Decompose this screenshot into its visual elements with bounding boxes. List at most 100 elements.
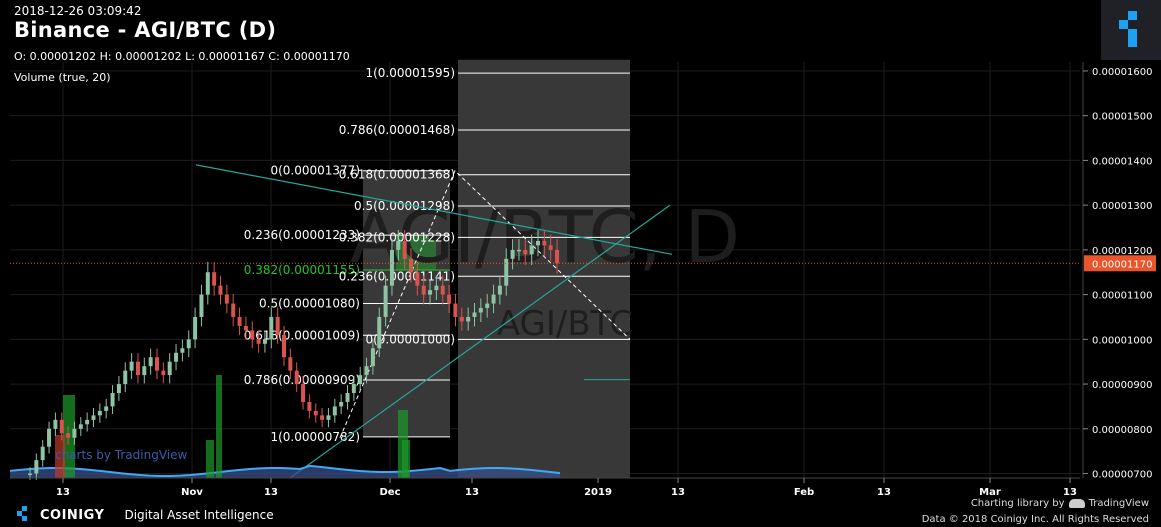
volume-bar bbox=[216, 375, 222, 478]
current-price-badge bbox=[1084, 255, 1156, 272]
volume-indicator-label[interactable]: Volume (true, 20) bbox=[14, 71, 111, 84]
candle-body bbox=[497, 285, 502, 295]
fib-level-label: 0.618(0.00001368) bbox=[339, 168, 455, 182]
candle-body bbox=[320, 415, 325, 420]
x-axis-label: Dec bbox=[379, 487, 400, 498]
candle-body bbox=[116, 384, 121, 394]
candle-body bbox=[516, 249, 521, 252]
candle-body bbox=[510, 249, 515, 259]
fib-level-label: 0.618(0.00001009) bbox=[244, 328, 360, 342]
candle-body bbox=[555, 249, 560, 264]
candle-body bbox=[186, 339, 191, 349]
x-axis-label: 13 bbox=[671, 487, 685, 498]
candle-body bbox=[466, 316, 471, 322]
candle-body bbox=[459, 316, 464, 322]
candle-body bbox=[224, 294, 229, 304]
candle-body bbox=[135, 361, 140, 376]
candle-body bbox=[269, 316, 274, 340]
candle-body bbox=[91, 415, 96, 420]
candle-body bbox=[110, 393, 115, 407]
candle-body bbox=[288, 357, 293, 371]
candle-body bbox=[250, 330, 255, 340]
candle-body bbox=[282, 334, 286, 358]
charting-credit: Charting library by TradingView bbox=[971, 498, 1149, 509]
candle-body bbox=[123, 370, 128, 385]
candle-body bbox=[434, 285, 439, 291]
candle-body bbox=[237, 316, 242, 326]
y-axis-label: 0.00001400 bbox=[1092, 156, 1152, 167]
candle-body bbox=[231, 303, 236, 317]
fib-level-label: 0(0.00001000) bbox=[365, 332, 455, 346]
candle-body bbox=[485, 303, 490, 309]
candle-body bbox=[129, 361, 134, 371]
fib-projection-dashed bbox=[339, 169, 631, 438]
candle-body bbox=[47, 428, 52, 447]
candle-body bbox=[415, 272, 420, 286]
tradingview-cloud-icon bbox=[1068, 499, 1085, 508]
candle-body bbox=[428, 290, 433, 295]
candle-body bbox=[85, 419, 90, 425]
coinigy-logo-icon[interactable] bbox=[1101, 0, 1161, 60]
x-axis-label: 13 bbox=[465, 487, 479, 498]
candle-body bbox=[174, 352, 179, 362]
x-axis-label: 13 bbox=[877, 487, 891, 498]
candle-body bbox=[40, 446, 45, 461]
y-axis-label: 0.00000700 bbox=[1092, 470, 1152, 481]
fib-level-label: 1(0.00001595) bbox=[365, 66, 455, 80]
candle-body bbox=[383, 285, 388, 317]
candle-body bbox=[440, 285, 445, 295]
candle-body bbox=[421, 285, 426, 295]
coinigy-tagline: Digital Asset Intelligence bbox=[124, 508, 274, 522]
candle-body bbox=[326, 415, 331, 420]
candle-body bbox=[218, 285, 223, 295]
x-axis-label: 2019 bbox=[584, 487, 612, 498]
candle-body bbox=[161, 370, 166, 376]
candle-body bbox=[351, 384, 356, 394]
y-axis-label: 0.00001300 bbox=[1092, 201, 1152, 212]
candle-body bbox=[294, 370, 299, 385]
candle-body bbox=[402, 240, 407, 259]
tradingview-watermark: charts by TradingView bbox=[55, 448, 187, 462]
candle-body bbox=[193, 316, 198, 340]
watermark-pair: AGI/BTC bbox=[497, 304, 633, 344]
fib-level-label: 0.786(0.00001468) bbox=[339, 123, 455, 137]
fib-level-label: 0.5(0.00001298) bbox=[354, 199, 455, 213]
candle-body bbox=[377, 316, 382, 349]
volume-ma-line bbox=[9, 464, 561, 477]
candle-body bbox=[491, 294, 496, 304]
candle-body bbox=[542, 240, 547, 246]
candle-body bbox=[472, 312, 477, 317]
fib-level-label: 0.382(0.00001155) bbox=[244, 263, 360, 277]
candle-body bbox=[78, 424, 83, 429]
fib-level-label: 0.236(0.00001141) bbox=[339, 269, 455, 283]
y-axis-label: 0.00001500 bbox=[1092, 112, 1152, 123]
x-axis-label: 13 bbox=[264, 487, 278, 498]
candle-body bbox=[447, 294, 452, 304]
candle-body bbox=[104, 406, 109, 411]
ohlc-readout: O: 0.00001202 H: 0.00001202 L: 0.0000116… bbox=[14, 50, 350, 63]
footer-brand: COINIGY Digital Asset Intelligence bbox=[14, 505, 274, 525]
y-axis-label: 0.00000900 bbox=[1092, 380, 1152, 391]
y-axis-label: 0.00001200 bbox=[1092, 246, 1152, 257]
candle-body bbox=[389, 249, 394, 286]
candle-body bbox=[59, 419, 64, 434]
fib-level-label: 1(0.00000782) bbox=[270, 430, 360, 444]
candle-body bbox=[529, 245, 534, 255]
candle-body bbox=[301, 384, 306, 402]
y-axis-label: 0.00001000 bbox=[1092, 335, 1152, 346]
candle-body bbox=[358, 375, 363, 385]
candle-body bbox=[148, 357, 153, 367]
fib-level-label: 0.5(0.00001080) bbox=[259, 297, 360, 311]
candle-body bbox=[332, 406, 337, 416]
chart-title: Binance - AGI/BTC (D) bbox=[14, 18, 277, 42]
tradingview-credit-link[interactable]: TradingView bbox=[1088, 498, 1149, 509]
candle-body bbox=[66, 433, 71, 438]
candle-body bbox=[453, 303, 458, 317]
volume-bar bbox=[55, 435, 65, 478]
candle-body bbox=[256, 339, 261, 344]
candle-body bbox=[155, 357, 159, 371]
charting-credit-text: Charting library by bbox=[970, 498, 1065, 509]
candle-body bbox=[53, 419, 58, 429]
candle-body bbox=[364, 366, 369, 376]
